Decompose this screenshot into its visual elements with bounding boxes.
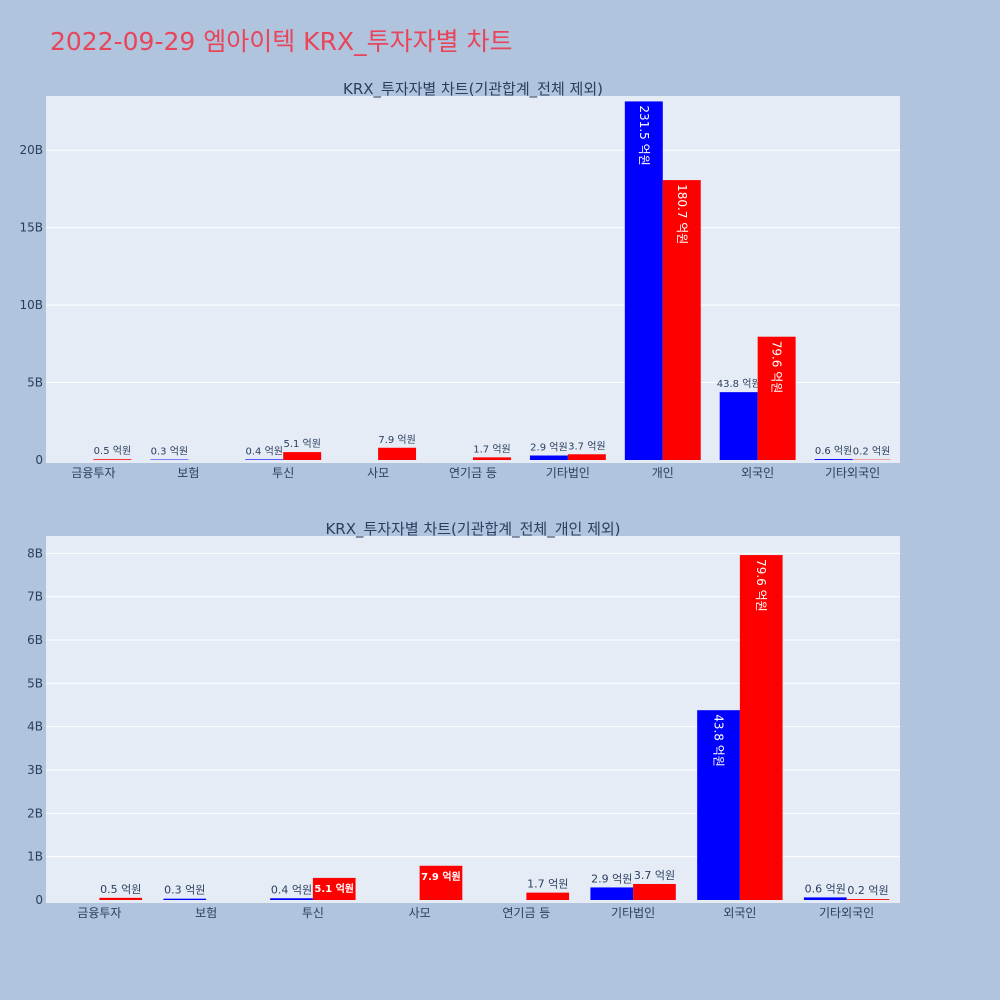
y-tick-label: 3B <box>27 763 43 777</box>
y-tick-label: 8B <box>27 546 43 560</box>
bar <box>419 865 463 900</box>
bar <box>624 101 663 461</box>
y-tick-label: 5B <box>27 676 43 690</box>
x-tick-label: 기타외국인 <box>819 906 874 920</box>
x-tick-label: 기타법인 <box>611 906 655 920</box>
data-label: 0.5 억원 <box>94 445 131 457</box>
chart-title: KRX_투자자별 차트(기관합계_전체 제외) <box>343 80 603 99</box>
x-tick-label: 연기금 등 <box>449 466 497 480</box>
data-label: 1.7 억원 <box>527 878 568 891</box>
y-tick-label: 6B <box>27 633 43 647</box>
data-label: 0.3 억원 <box>164 884 205 897</box>
data-label: 7.9 억원 <box>378 434 415 446</box>
x-tick-label: 투신 <box>272 466 294 480</box>
bar <box>163 898 207 900</box>
data-label: 5.1 억원 <box>314 882 354 895</box>
bar <box>590 887 634 900</box>
data-label: 0.3 억원 <box>151 446 188 458</box>
data-label: 0.2 억원 <box>847 884 888 897</box>
x-tick-label: 연기금 등 <box>502 906 550 920</box>
bar <box>245 459 284 460</box>
y-tick-label: 10B <box>19 298 43 312</box>
data-label: 2.9 억원 <box>591 872 632 885</box>
data-label: 0.6 억원 <box>805 882 846 895</box>
page-title: 2022-09-29 엠아이텍 KRX_투자자별 차트 <box>50 27 513 56</box>
data-label: 79.6 억원 <box>754 559 768 612</box>
bar <box>473 457 511 460</box>
y-tick-label: 20B <box>19 143 43 157</box>
data-label: 180.7 억원 <box>675 184 689 244</box>
x-tick-label: 기타외국인 <box>825 466 880 480</box>
x-tick-label: 외국인 <box>741 466 774 480</box>
bar <box>814 459 853 460</box>
x-tick-label: 사모 <box>409 906 431 920</box>
x-tick-label: 사모 <box>367 466 389 480</box>
data-label: 0.2 억원 <box>853 446 890 458</box>
bar <box>378 447 417 460</box>
x-tick-label: 보험 <box>195 906 217 920</box>
bar <box>739 555 783 900</box>
bar <box>283 452 322 460</box>
y-tick-label: 4B <box>27 720 43 734</box>
bar <box>99 897 143 900</box>
data-label: 7.9 억원 <box>421 870 461 883</box>
x-tick-label: 금융투자 <box>71 466 115 480</box>
data-label: 2.9 억원 <box>530 442 567 454</box>
y-tick-label: 15B <box>19 221 43 235</box>
chart-title: KRX_투자자별 차트(기관합계_전체_개인 제외) <box>325 520 620 539</box>
bar <box>633 883 676 900</box>
bar <box>803 897 847 900</box>
data-label: 0.4 억원 <box>271 883 312 896</box>
bar <box>662 180 701 460</box>
x-tick-label: 투신 <box>302 906 324 920</box>
bar <box>526 892 570 900</box>
x-tick-label: 기타법인 <box>546 466 590 480</box>
data-label: 0.4 억원 <box>246 445 283 457</box>
data-label: 3.7 억원 <box>634 869 675 882</box>
data-label: 231.5 억원 <box>637 105 651 165</box>
data-label: 0.6 억원 <box>815 445 852 457</box>
y-tick-label: 0 <box>35 893 43 907</box>
bar <box>93 459 132 460</box>
y-tick-label: 1B <box>27 850 43 864</box>
y-tick-label: 0 <box>35 453 43 467</box>
y-tick-label: 2B <box>27 806 43 820</box>
bar <box>312 877 356 900</box>
y-tick-label: 5B <box>27 376 43 390</box>
x-tick-label: 보험 <box>177 466 199 480</box>
bar <box>270 898 313 900</box>
x-tick-label: 개인 <box>652 466 674 480</box>
data-label: 0.5 억원 <box>100 883 141 896</box>
data-label: 43.8 억원 <box>717 378 761 390</box>
bar <box>757 336 796 460</box>
bar <box>846 899 890 900</box>
bar <box>697 710 740 900</box>
data-label: 43.8 억원 <box>712 714 726 767</box>
bar <box>567 454 606 460</box>
x-tick-label: 금융투자 <box>77 906 121 920</box>
bar <box>529 455 568 460</box>
data-label: 3.7 억원 <box>568 440 605 452</box>
data-label: 79.6 억원 <box>770 341 784 394</box>
data-label: 5.1 억원 <box>283 438 320 450</box>
bar <box>719 392 758 460</box>
y-tick-label: 7B <box>27 590 43 604</box>
x-tick-label: 외국인 <box>723 906 756 920</box>
data-label: 1.7 억원 <box>473 443 510 455</box>
